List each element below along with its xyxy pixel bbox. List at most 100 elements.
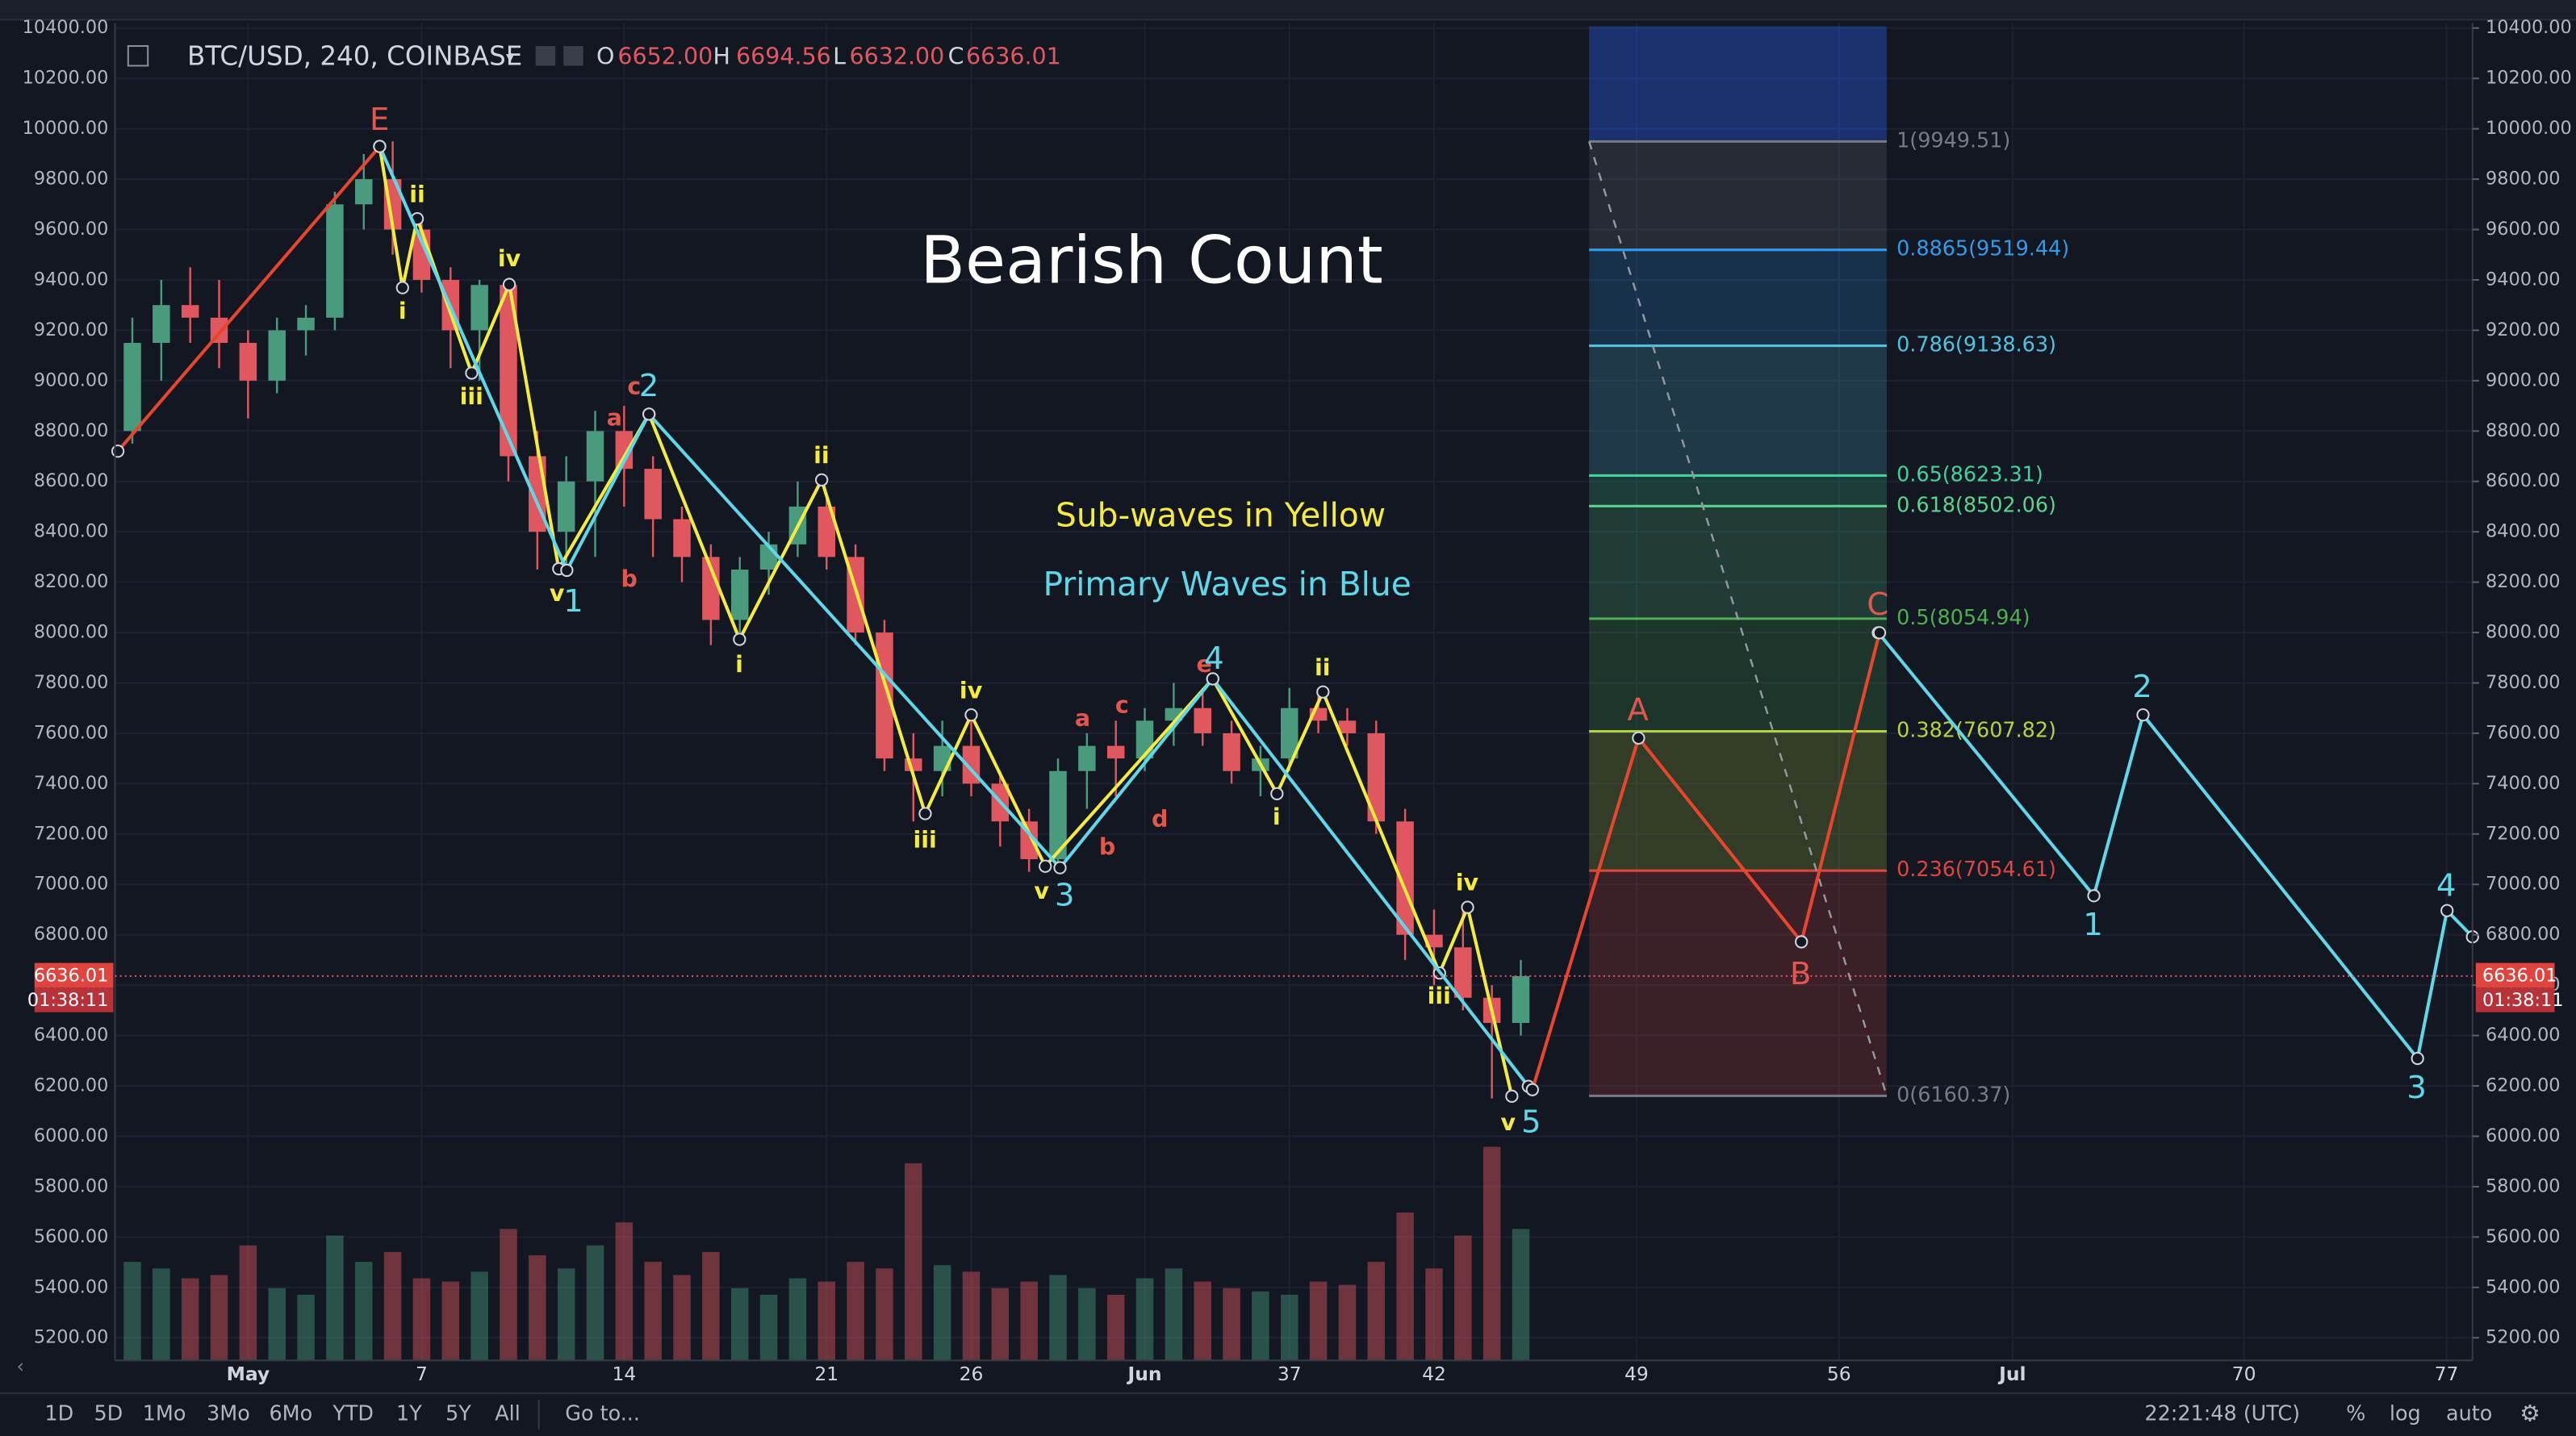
wave-label: C — [1867, 587, 1888, 623]
y2-tick-label: 5600.00 — [2486, 1226, 2561, 1247]
range-button[interactable]: 5D — [94, 1402, 123, 1426]
range-button[interactable]: 1Y — [396, 1402, 422, 1426]
countdown-tag — [2475, 987, 2555, 1012]
volume-bar — [355, 1262, 373, 1361]
volume-bar — [1049, 1275, 1067, 1361]
fib-label: 0.786(9138.63) — [1896, 333, 2056, 357]
x-tick-label: 49 — [1625, 1363, 1649, 1385]
fib-retracement: 1(9949.51) 0.8865(9519.44) 0.786(9138.63) 0… — [1587, 26, 2069, 1107]
volume-bar — [412, 1278, 431, 1361]
y-tick-label: 6200.00 — [34, 1075, 109, 1096]
y2-tick-label: 7200.00 — [2486, 823, 2561, 844]
volume-bar — [1078, 1288, 1096, 1361]
y-tick-label: 10000.00 — [23, 118, 109, 139]
bottom-bar: 1D 5D 1Mo 3Mo 6Mo YTD 1Y 5Y All Go to... 22:21:48 … — [0, 1392, 2576, 1430]
countdown-label: 01:38:11 — [27, 990, 108, 1011]
wave-point — [111, 445, 125, 458]
go-to-button[interactable]: Go to... — [565, 1402, 640, 1426]
y-tick-label: 9800.00 — [34, 169, 109, 190]
y-tick-label: 5800.00 — [34, 1175, 109, 1196]
wave-label: iii — [460, 383, 483, 410]
candle-body — [644, 469, 662, 520]
wave-point — [1053, 861, 1067, 875]
volume-bar — [1309, 1281, 1328, 1361]
wave-label: iii — [1428, 983, 1451, 1009]
symbol[interactable]: BTC/USD, 240, COINBASE — [187, 40, 522, 71]
wave-label: d — [1152, 805, 1168, 832]
volume-bar — [1396, 1213, 1414, 1361]
y2-tick-label: 9600.00 — [2486, 219, 2561, 240]
range-button[interactable]: 6Mo — [269, 1402, 312, 1426]
legend-icon[interactable] — [563, 46, 583, 66]
waves — [111, 140, 2479, 1103]
volume-bar — [326, 1235, 344, 1361]
fib-trend-line — [1587, 141, 1888, 1096]
range-button[interactable]: All — [495, 1402, 521, 1426]
volume-bar — [210, 1275, 228, 1361]
volume-bar — [1223, 1288, 1240, 1361]
wave-label: iv — [960, 677, 983, 703]
y-tick-label: 10200.00 — [23, 68, 109, 89]
volume-bar — [1135, 1278, 1154, 1361]
y-tick-label: 7800.00 — [34, 672, 109, 693]
legend-icon[interactable] — [127, 45, 149, 67]
y2-tick-label: 6800.00 — [2486, 924, 2561, 945]
wave-point — [560, 563, 574, 578]
candle-body — [615, 431, 634, 470]
scale-option[interactable]: % — [2346, 1402, 2365, 1426]
x-tick-label: 7 — [416, 1363, 428, 1385]
range-button[interactable]: YTD — [332, 1402, 374, 1426]
scale-option[interactable]: auto — [2446, 1402, 2492, 1426]
candle-body — [876, 632, 893, 759]
wave-label: iii — [913, 827, 936, 854]
range-button[interactable]: 3Mo — [207, 1402, 250, 1426]
dropdown-arrow[interactable]: ▾ — [506, 47, 515, 66]
volume — [123, 1146, 1530, 1361]
fib-label: 0.8865(9519.44) — [1896, 237, 2069, 261]
fib-band — [1589, 249, 1887, 346]
wave-label: ii — [409, 181, 425, 207]
y-tick-label: 6000.00 — [34, 1125, 109, 1146]
y-tick-label: 7400.00 — [34, 773, 109, 794]
fib-band — [1589, 618, 1887, 732]
candle-body — [123, 343, 141, 432]
x-tick-label: 77 — [2435, 1363, 2459, 1385]
volume-bar — [905, 1163, 922, 1361]
ohlc-key: L — [833, 43, 846, 69]
volume-bar — [441, 1281, 460, 1361]
wave-label: v — [550, 580, 565, 607]
candle-body — [500, 285, 517, 457]
x-tick-label: May — [227, 1363, 270, 1385]
volume-bar — [991, 1288, 1010, 1361]
wave-point — [2136, 708, 2150, 722]
volume-bar — [557, 1268, 575, 1361]
y-tick-label: 8600.00 — [34, 470, 109, 491]
range-button[interactable]: 1D — [44, 1402, 73, 1426]
y-tick-label: 6800.00 — [34, 924, 109, 945]
candle-body — [326, 204, 344, 318]
volume-bar — [297, 1294, 315, 1361]
y2-tick-label: 7600.00 — [2486, 722, 2561, 743]
wave-label: c — [1115, 692, 1129, 719]
volume-bar — [153, 1268, 170, 1361]
y2-tick-label: 10000.00 — [2486, 118, 2572, 139]
wave-label: E — [370, 102, 389, 138]
range-button[interactable]: 1Mo — [143, 1402, 186, 1426]
wave-point — [642, 407, 656, 421]
fib-label: 1(9949.51) — [1896, 128, 2010, 152]
collapse-arrow[interactable]: ‹ — [16, 1354, 24, 1377]
countdown-label: 01:38:11 — [2482, 990, 2563, 1011]
legend-icon[interactable] — [535, 46, 556, 66]
settings-icon[interactable]: ⚙ — [2520, 1401, 2540, 1427]
wave-point — [2440, 904, 2454, 917]
wave-label: v — [1034, 878, 1049, 904]
fib-label: 0.5(8054.94) — [1896, 606, 2030, 630]
scale-option[interactable]: log — [2390, 1402, 2421, 1426]
range-button[interactable]: 5Y — [445, 1402, 471, 1426]
candle-body — [557, 481, 575, 532]
candle-body — [1454, 947, 1472, 998]
price-tag-label: 6636.01 — [2482, 965, 2557, 986]
wave-label: i — [1273, 804, 1281, 830]
ohlc-legend: O 6652.00 H 6694.56 L 6632.00 C 6636.01 — [596, 43, 1061, 69]
